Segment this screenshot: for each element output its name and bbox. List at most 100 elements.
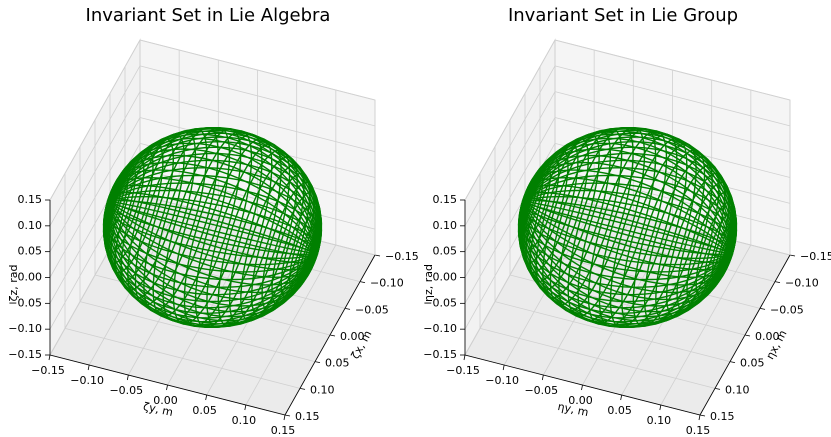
y-tick-label: 0.00 bbox=[568, 394, 593, 407]
z-tick-label: 0.00 bbox=[18, 271, 43, 284]
y-tick-label: −0.05 bbox=[524, 384, 558, 397]
z-tick-label: 0.10 bbox=[18, 219, 43, 232]
tick-mark bbox=[744, 334, 751, 337]
grid-line bbox=[139, 91, 376, 153]
chart-title: Invariant Set in Lie Algebra bbox=[86, 5, 331, 26]
tick-mark bbox=[714, 387, 721, 390]
grid-line bbox=[49, 168, 141, 330]
tick-mark bbox=[541, 374, 544, 381]
grid-line bbox=[139, 65, 376, 127]
x-axis bbox=[284, 254, 376, 416]
grid-line bbox=[464, 91, 556, 252]
y-tick-label: −0.10 bbox=[485, 374, 519, 387]
grid-line bbox=[464, 65, 556, 227]
y-tick-label: 0.15 bbox=[271, 424, 296, 437]
y-tick-label: −0.15 bbox=[31, 364, 65, 377]
x-tick-label: 0.10 bbox=[725, 383, 750, 396]
tick-mark bbox=[581, 384, 583, 391]
y-tick-label: 0.15 bbox=[686, 424, 711, 437]
y-tick-label: −0.05 bbox=[109, 384, 143, 397]
grid-line bbox=[49, 65, 141, 227]
grid-line bbox=[554, 142, 791, 204]
z-tick-label: −0.15 bbox=[423, 348, 457, 361]
y-tick-label: 0.00 bbox=[153, 394, 178, 407]
grid-line bbox=[139, 142, 376, 204]
wire-meridian bbox=[103, 146, 322, 309]
y-axis-label: ηy, m bbox=[556, 400, 589, 419]
tick-mark bbox=[463, 354, 466, 361]
z-tick-label: 0.10 bbox=[433, 219, 458, 232]
tick-mark bbox=[359, 281, 366, 284]
grid-line bbox=[554, 91, 791, 153]
grid-line bbox=[139, 39, 376, 101]
panel: −0.15 −0.10 −0.05 0.00 0.05 0.10 0.15 −0.15 −0.1… bbox=[7, 5, 419, 437]
tick-mark bbox=[48, 354, 51, 361]
y-axis-label: ζy, m bbox=[142, 400, 174, 419]
y-axis bbox=[49, 354, 286, 416]
z-tick-label: 0.05 bbox=[18, 245, 43, 258]
x-axis bbox=[699, 254, 791, 416]
z-tick-label: −0.05 bbox=[423, 296, 457, 309]
grid-line bbox=[464, 39, 556, 201]
chart-title: Invariant Set in Lie Group bbox=[508, 5, 738, 26]
x-tick-label: −0.10 bbox=[370, 277, 404, 290]
z-tick-label: −0.10 bbox=[8, 322, 42, 335]
y-tick-label: 0.10 bbox=[232, 414, 257, 427]
grid-line bbox=[464, 168, 556, 330]
tick-mark bbox=[284, 414, 291, 417]
grid-line bbox=[49, 91, 141, 252]
tick-mark bbox=[698, 414, 701, 421]
tick-mark bbox=[699, 414, 706, 417]
z-tick-label: 0.00 bbox=[433, 271, 458, 284]
y-tick-label: 0.05 bbox=[607, 404, 632, 417]
z-tick-label: 0.05 bbox=[433, 245, 458, 258]
tick-mark bbox=[759, 307, 766, 310]
grid-line bbox=[49, 117, 141, 278]
tick-mark bbox=[374, 254, 381, 257]
x-tick-label: −0.15 bbox=[800, 250, 831, 263]
x-tick-label: 0.05 bbox=[325, 357, 350, 370]
x-tick-label: −0.05 bbox=[355, 303, 389, 316]
z-tick-label: 0.15 bbox=[433, 193, 458, 206]
tick-mark bbox=[244, 404, 247, 411]
tick-mark bbox=[283, 414, 286, 421]
x-tick-label: −0.05 bbox=[770, 303, 804, 316]
tick-mark bbox=[344, 307, 351, 310]
y-axis bbox=[464, 354, 701, 416]
x-tick-label: −0.15 bbox=[385, 250, 419, 263]
tick-mark bbox=[87, 364, 90, 371]
z-tick-label: −0.05 bbox=[8, 296, 42, 309]
tick-mark bbox=[774, 281, 781, 284]
y-tick-label: 0.05 bbox=[192, 404, 217, 417]
y-tick-label: 0.10 bbox=[647, 414, 672, 427]
tick-mark bbox=[166, 384, 168, 391]
z-tick-label: −0.15 bbox=[8, 348, 42, 361]
x-tick-label: 0.10 bbox=[310, 383, 335, 396]
panel: −0.15 −0.10 −0.05 0.00 0.05 0.10 0.15 −0.15 −0.1… bbox=[422, 5, 831, 437]
y-tick-label: −0.10 bbox=[70, 374, 104, 387]
grid-line bbox=[554, 65, 791, 127]
grid-line bbox=[49, 39, 141, 201]
tick-mark bbox=[299, 387, 306, 390]
tick-mark bbox=[314, 361, 321, 364]
tick-mark bbox=[620, 394, 623, 401]
grid-line bbox=[660, 244, 752, 406]
grid-line bbox=[245, 244, 337, 406]
x-tick-label: 0.05 bbox=[740, 357, 765, 370]
x-tick-label: −0.10 bbox=[785, 277, 819, 290]
tick-mark bbox=[789, 254, 796, 257]
x-tick-label: 0.15 bbox=[710, 410, 735, 423]
tick-mark bbox=[205, 394, 208, 401]
y-tick-label: −0.15 bbox=[446, 364, 480, 377]
x-tick-label: 0.15 bbox=[295, 410, 320, 423]
tick-mark bbox=[659, 404, 662, 411]
grid-line bbox=[554, 39, 791, 101]
x-tick-label: 0.00 bbox=[340, 330, 365, 343]
grid-line bbox=[464, 117, 556, 278]
tick-mark bbox=[502, 364, 505, 371]
wire-meridian bbox=[518, 146, 737, 309]
tick-mark bbox=[729, 361, 736, 364]
z-axis-label: ηz, rad bbox=[422, 264, 435, 302]
z-tick-label: −0.10 bbox=[423, 322, 457, 335]
